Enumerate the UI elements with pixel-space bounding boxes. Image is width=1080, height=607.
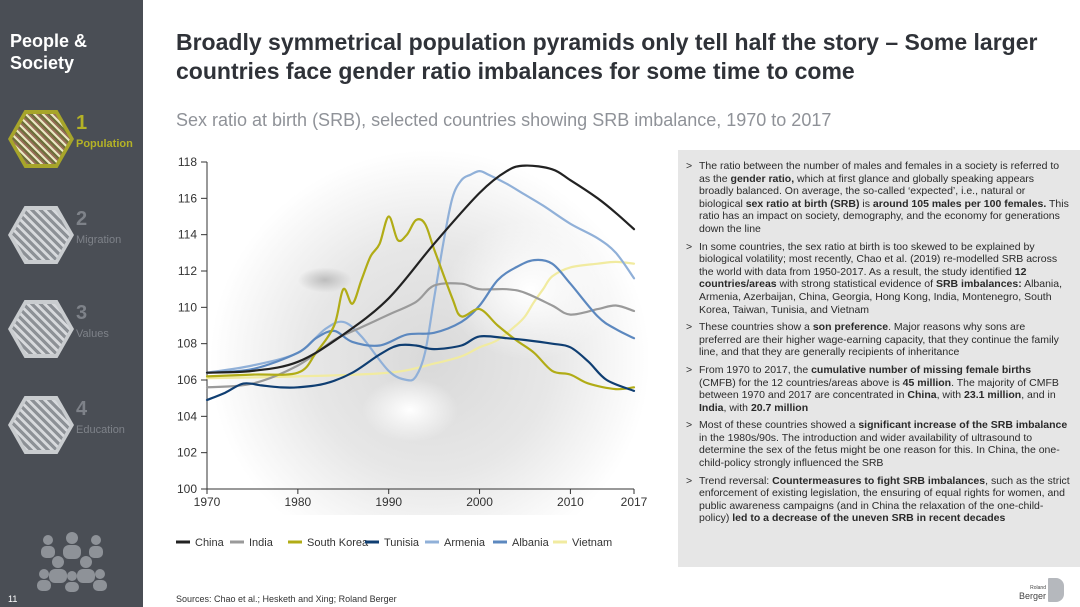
series-line-tunisia — [205, 334, 636, 402]
series-line-armenia — [205, 170, 636, 382]
explanation-box: The ratio between the number of males an… — [678, 150, 1080, 567]
series-line-india — [205, 282, 636, 389]
sidebar-item-label: Migration — [76, 234, 122, 246]
y-tick-label: 110 — [178, 300, 197, 314]
legend-label-armenia: Armenia — [444, 537, 486, 549]
sidebar-item-label: Education — [76, 424, 125, 436]
bullet-point: From 1970 to 2017, the cumulative number… — [686, 364, 1070, 414]
srb-line-chart: 100 102 104 106 108 110 112 114 116 118 1970 1980 19… — [176, 155, 648, 549]
y-tick-label: 100 — [177, 482, 197, 496]
legend-label-india: India — [249, 537, 274, 549]
sidebar-item-number: 1 — [76, 112, 88, 134]
sidebar-item-population[interactable]: 1 Population — [4, 110, 140, 180]
education-icon — [8, 396, 74, 454]
values-icon — [8, 300, 74, 358]
migration-icon — [8, 206, 74, 264]
logo-line-1: Roland — [1030, 585, 1046, 591]
y-tick-label: 102 — [177, 446, 197, 460]
legend-label-tunisia: Tunisia — [384, 537, 420, 549]
x-tick-label: 1990 — [375, 495, 402, 509]
sidebar-item-label: Values — [76, 328, 109, 340]
sidebar-item-label: Population — [76, 138, 133, 150]
x-tick-label: 1980 — [284, 495, 311, 509]
series-line-south-korea — [205, 215, 636, 391]
legend-label-china: China — [195, 537, 225, 549]
sidebar: People & Society 1 Population 2 Migratio… — [0, 0, 143, 607]
page-number: 11 — [8, 594, 18, 604]
series-line-albania — [205, 258, 636, 374]
legend-label-vietnam: Vietnam — [572, 537, 612, 549]
sidebar-item-number: 3 — [76, 302, 88, 324]
chart-subtitle: Sex ratio at birth (SRB), selected count… — [176, 110, 832, 130]
bullet-point: The ratio between the number of males an… — [686, 160, 1070, 236]
people-group-icon — [37, 532, 107, 592]
y-tick-label: 104 — [177, 409, 197, 423]
sidebar-item-education[interactable]: 4 Education — [4, 396, 140, 466]
y-tick-label: 118 — [178, 155, 197, 169]
legend-label-albania: Albania — [512, 537, 550, 549]
roland-berger-logo: Roland Berger — [1008, 578, 1064, 602]
y-tick-label: 106 — [177, 373, 197, 387]
y-tick-label: 116 — [178, 191, 197, 205]
y-tick-label: 108 — [177, 337, 197, 351]
population-crowd-icon — [8, 110, 74, 168]
x-tick-label: 2017 — [621, 495, 648, 509]
bullet-point: In some countries, the sex ratio at birt… — [686, 241, 1070, 317]
sidebar-item-migration[interactable]: 2 Migration — [4, 206, 140, 276]
page-title: Broadly symmetrical population pyramids … — [176, 29, 1038, 84]
bullet-point: Trend reversal: Countermeasures to fight… — [686, 475, 1070, 525]
sidebar-title: People & Society — [10, 31, 88, 73]
x-tick-label: 2010 — [557, 495, 584, 509]
x-tick-label: 2000 — [466, 495, 493, 509]
series-line-china — [205, 164, 636, 374]
sidebar-item-number: 2 — [76, 208, 88, 230]
logo-line-2: Berger — [1018, 591, 1046, 601]
legend-label-south-korea: South Korea — [307, 537, 369, 549]
y-tick-label: 114 — [178, 228, 197, 242]
series-line-vietnam — [205, 260, 636, 380]
bullet-point: Most of these countries showed a signifi… — [686, 419, 1070, 469]
sidebar-item-number: 4 — [76, 398, 88, 420]
source-note: Sources: Chao et al.; Hesketh and Xing; … — [176, 594, 397, 604]
x-tick-label: 1970 — [194, 495, 221, 509]
sidebar-item-values[interactable]: 3 Values — [4, 300, 140, 370]
bullet-point: These countries show a son preference. M… — [686, 321, 1070, 359]
y-tick-label: 112 — [178, 264, 197, 278]
